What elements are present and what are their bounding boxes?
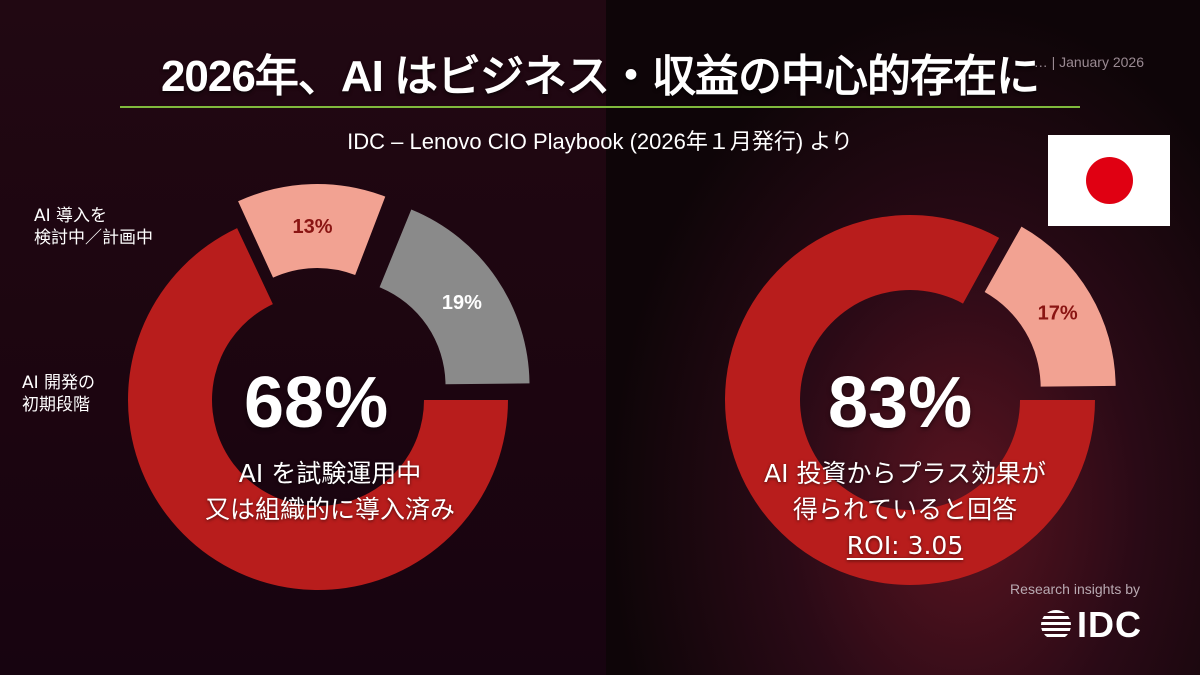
planning-label-line-1: AI 導入を	[34, 206, 108, 226]
planning-label-line-2: 検討中／計画中	[34, 228, 153, 248]
right-caption: AI 投資からプラス効果が 得られていると回答 ROI: 3.05	[710, 456, 1100, 564]
chart1-slice-1	[128, 228, 509, 590]
left-center-value: 68%	[244, 363, 389, 443]
roi-value: ROI: 3.05	[846, 531, 964, 560]
chart2-slice-2	[984, 226, 1116, 387]
chart2-slice-2-label: 17%	[1038, 303, 1078, 325]
page-title: 2026年、AI はビジネス・収益の中心的存在に	[160, 52, 1040, 101]
early-stage-label: AI 開発の 初期段階	[22, 372, 95, 416]
title-divider	[120, 106, 1080, 108]
left-caption-line-2: 又は組織的に導入済み	[204, 495, 455, 524]
chart2-slice-1	[725, 214, 1095, 585]
idc-logo-text: IDC	[1077, 604, 1142, 645]
early-stage-label-line-2: 初期段階	[22, 395, 90, 415]
chart1-slice-3	[379, 209, 530, 385]
early-stage-label-line-1: AI 開発の	[22, 373, 96, 393]
right-caption-line-1: AI 投資からプラス効果が	[764, 459, 1046, 488]
japan-flag-icon	[1048, 135, 1170, 226]
left-caption: AI を試験運用中 又は組織的に導入済み	[140, 456, 520, 528]
left-caption-line-1: AI を試験運用中	[238, 459, 422, 488]
idc-logo: IDC	[1041, 604, 1142, 646]
right-center-value: 83%	[828, 363, 973, 443]
chart1-slice-2-label: 13%	[293, 216, 333, 238]
research-insights-line: Research insights by	[1010, 581, 1140, 597]
report-date-tag: … | January 2026	[1033, 54, 1144, 70]
right-caption-line-2: 得られていると回答	[792, 495, 1018, 524]
chart1-slice-3-label: 19%	[442, 292, 482, 314]
planning-label: AI 導入を 検討中／計画中	[34, 205, 153, 249]
idc-globe-icon	[1041, 610, 1071, 640]
chart1-slice-2	[238, 184, 386, 278]
source-subtitle: IDC – Lenovo CIO Playbook (2026年１月発行) より	[347, 129, 853, 154]
flag-disc	[1086, 157, 1133, 204]
